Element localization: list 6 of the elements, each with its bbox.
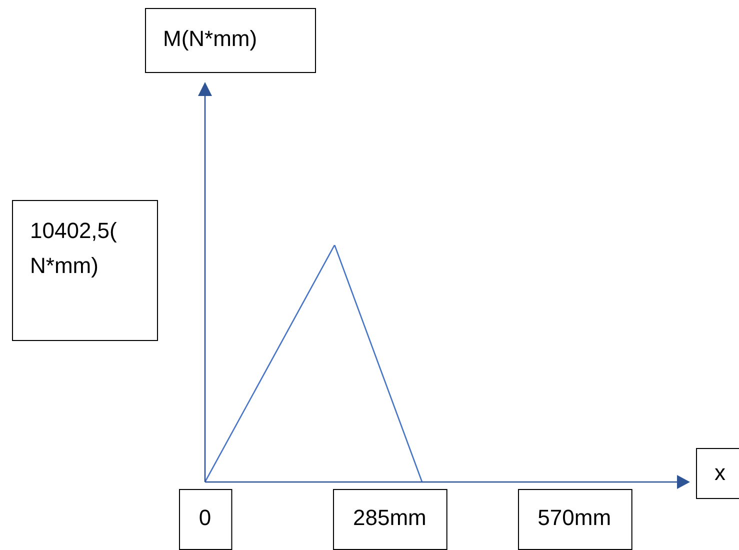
x-tick-label: 0 — [198, 505, 212, 530]
x-tick-label: 570mm — [538, 505, 612, 530]
text: 10402,5(N*mm) — [30, 218, 118, 278]
x-axis-title: x — [714, 460, 726, 486]
x-tick-label: 285mm — [352, 505, 426, 530]
text: M(N*mm) — [163, 26, 258, 52]
